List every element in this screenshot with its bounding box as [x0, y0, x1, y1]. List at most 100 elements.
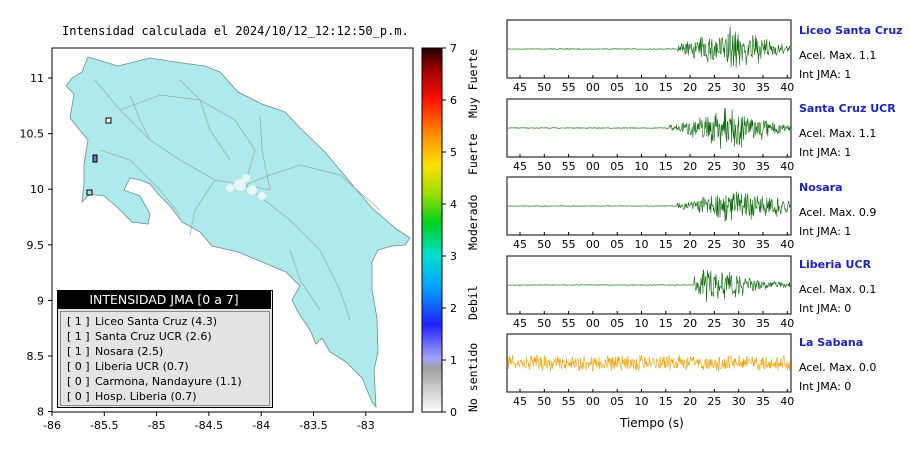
station-accel: Acel. Max. 0.9 — [799, 206, 877, 219]
legend-label: Nosara (2.5) — [95, 345, 164, 358]
colorbar-category: Debil — [466, 285, 480, 320]
waveform-tick-label: 55 — [562, 81, 576, 94]
colorbar-category: Moderado — [466, 194, 480, 250]
waveform-tick-label: 30 — [732, 81, 746, 94]
waveform-tick-label: 25 — [707, 81, 721, 94]
legend-label: Carmona, Nandayure (1.1) — [95, 375, 242, 388]
waveform-tick-label: 55 — [562, 395, 576, 408]
roads — [94, 79, 381, 321]
waveform-panel: 45 50 55 00 05 10 15 20 25 30 35 40 — [506, 255, 794, 330]
station-name: La Sabana — [799, 336, 864, 349]
map-x-tick-label: -84.5 — [195, 419, 223, 432]
intensity-legend — [57, 290, 273, 408]
waveform-panel: 45 50 55 00 05 10 15 20 25 30 35 40 — [506, 176, 794, 251]
waveform-tick-label: 10 — [635, 81, 649, 94]
legend-level: [ 0 ] — [67, 360, 90, 373]
colorbar-tick-label: 2 — [450, 302, 457, 315]
legend-level: [ 1 ] — [67, 315, 90, 328]
waveform-tick-label: 25 — [707, 317, 721, 330]
station-accel: Acel. Max. 0.0 — [799, 361, 877, 374]
legend-row: [ 0 ] Carmona, Nandayure (1.1) — [67, 375, 242, 388]
legend-row: [ 1 ] Nosara (2.5) — [67, 345, 163, 358]
waveform-tick-label: 55 — [562, 317, 576, 330]
costa-rica-land — [65, 56, 411, 409]
x-axis-label: Tiempo (s) — [620, 416, 684, 430]
legend-row: [ 1 ] Santa Cruz UCR (2.6) — [67, 330, 212, 343]
waveform-tick-label: 10 — [635, 238, 649, 251]
waveform-tick-label: 10 — [635, 317, 649, 330]
station-info: Liberia UCR Acel. Max. 0.1 Int JMA: 0 — [799, 258, 876, 315]
colorbar-category: Muy Fuerte — [466, 48, 480, 118]
waveform-tick-label: 15 — [659, 238, 673, 251]
waveform-tick-label: 50 — [537, 395, 551, 408]
waveform-tick-label: 35 — [756, 81, 770, 94]
legend-label: Hosp. Liberia (0.7) — [95, 390, 197, 403]
waveform-tick-label: 40 — [780, 160, 794, 173]
map-x-tick-label: -85 — [148, 419, 166, 432]
colorbar-tick-label: 0 — [450, 406, 457, 419]
legend-title: INTENSIDAD JMA [0 a 7] — [57, 290, 271, 309]
waveform-tick-label: 15 — [659, 81, 673, 94]
waveform-tick-label: 05 — [610, 81, 624, 94]
waveform-panel: 45 50 55 00 05 10 15 20 25 30 35 40 — [506, 333, 794, 408]
station-jma: Int JMA: 1 — [799, 146, 852, 159]
colorbar-ticks: 0 1 2 3 4 5 6 7 — [442, 42, 457, 419]
waveform-tick-label: 40 — [780, 395, 794, 408]
waveform-tick-label: 20 — [683, 317, 697, 330]
map-y-tick-label: 8 — [37, 406, 44, 419]
waveform-tick-label: 35 — [756, 238, 770, 251]
waveform-tick-label: 00 — [586, 317, 600, 330]
waveform-tick-label: 10 — [635, 395, 649, 408]
map-y-axis: 11 10.5 10 9.5 9 8.5 8 — [20, 72, 52, 419]
waveform-tick-label: 45 — [513, 317, 527, 330]
station-info: La Sabana Acel. Max. 0.0 Int JMA: 0 — [799, 336, 876, 393]
legend-level: [ 1 ] — [67, 330, 90, 343]
station-marker — [105, 117, 112, 124]
legend-level: [ 1 ] — [67, 345, 90, 358]
colorbar-tick-label: 1 — [450, 354, 457, 367]
waveform-tick-label: 50 — [537, 81, 551, 94]
city-dots — [226, 174, 266, 200]
map-x-tick-label: -83.5 — [299, 419, 327, 432]
map-y-tick-label: 10 — [30, 183, 44, 196]
waveform-tick-label: 10 — [635, 160, 649, 173]
legend-label: Liceo Santa Cruz (4.3) — [95, 315, 217, 328]
waveform-panels: 45 50 55 00 05 10 15 20 25 30 35 40 45 50 55 00 05 10 15 20… — [506, 19, 794, 408]
station-marker — [92, 154, 98, 163]
map-x-tick-label: -86 — [43, 419, 61, 432]
waveform-tick-label: 50 — [537, 160, 551, 173]
station-jma: Int JMA: 1 — [799, 68, 852, 81]
map-y-tick-label: 9 — [37, 294, 44, 307]
waveform-tick-label: 50 — [537, 238, 551, 251]
colorbar-category: No sentido — [466, 342, 480, 412]
legend-level: [ 0 ] — [67, 375, 90, 388]
station-accel: Acel. Max. 1.1 — [799, 49, 877, 62]
waveform-tick-label: 20 — [683, 395, 697, 408]
legend-label: Santa Cruz UCR (2.6) — [95, 330, 212, 343]
map-x-axis: -86 -85.5 -85 -84.5 -84 -83.5 -83 — [43, 412, 375, 432]
waveform-tick-label: 00 — [586, 81, 600, 94]
waveform-tick-label: 20 — [683, 160, 697, 173]
waveform-tick-label: 05 — [610, 395, 624, 408]
station-name: Liberia UCR — [799, 258, 872, 271]
waveform-tick-label: 25 — [707, 395, 721, 408]
waveform-tick-label: 50 — [537, 317, 551, 330]
colorbar-tick-label: 3 — [450, 250, 457, 263]
waveform-tick-label: 40 — [780, 81, 794, 94]
colorbar-category: Fuerte — [466, 133, 480, 175]
waveform-tick-label: 55 — [562, 160, 576, 173]
waveform-trace — [507, 354, 791, 373]
waveform-tick-label: 15 — [659, 160, 673, 173]
legend-level: [ 0 ] — [67, 390, 90, 403]
legend-row: [ 0 ] Hosp. Liberia (0.7) — [67, 390, 197, 403]
waveform-tick-label: 00 — [586, 160, 600, 173]
waveform-tick-label: 15 — [659, 395, 673, 408]
waveform-panel: 45 50 55 00 05 10 15 20 25 30 35 40 — [506, 19, 794, 94]
legend-label: Liberia UCR (0.7) — [95, 360, 189, 373]
waveform-tick-label: 05 — [610, 238, 624, 251]
station-info: Liceo Santa Cruz Acel. Max. 1.1 Int JMA:… — [799, 24, 903, 81]
waveform-tick-label: 30 — [732, 238, 746, 251]
waveform-tick-label: 30 — [732, 317, 746, 330]
colorbar-tick-label: 6 — [450, 94, 457, 107]
